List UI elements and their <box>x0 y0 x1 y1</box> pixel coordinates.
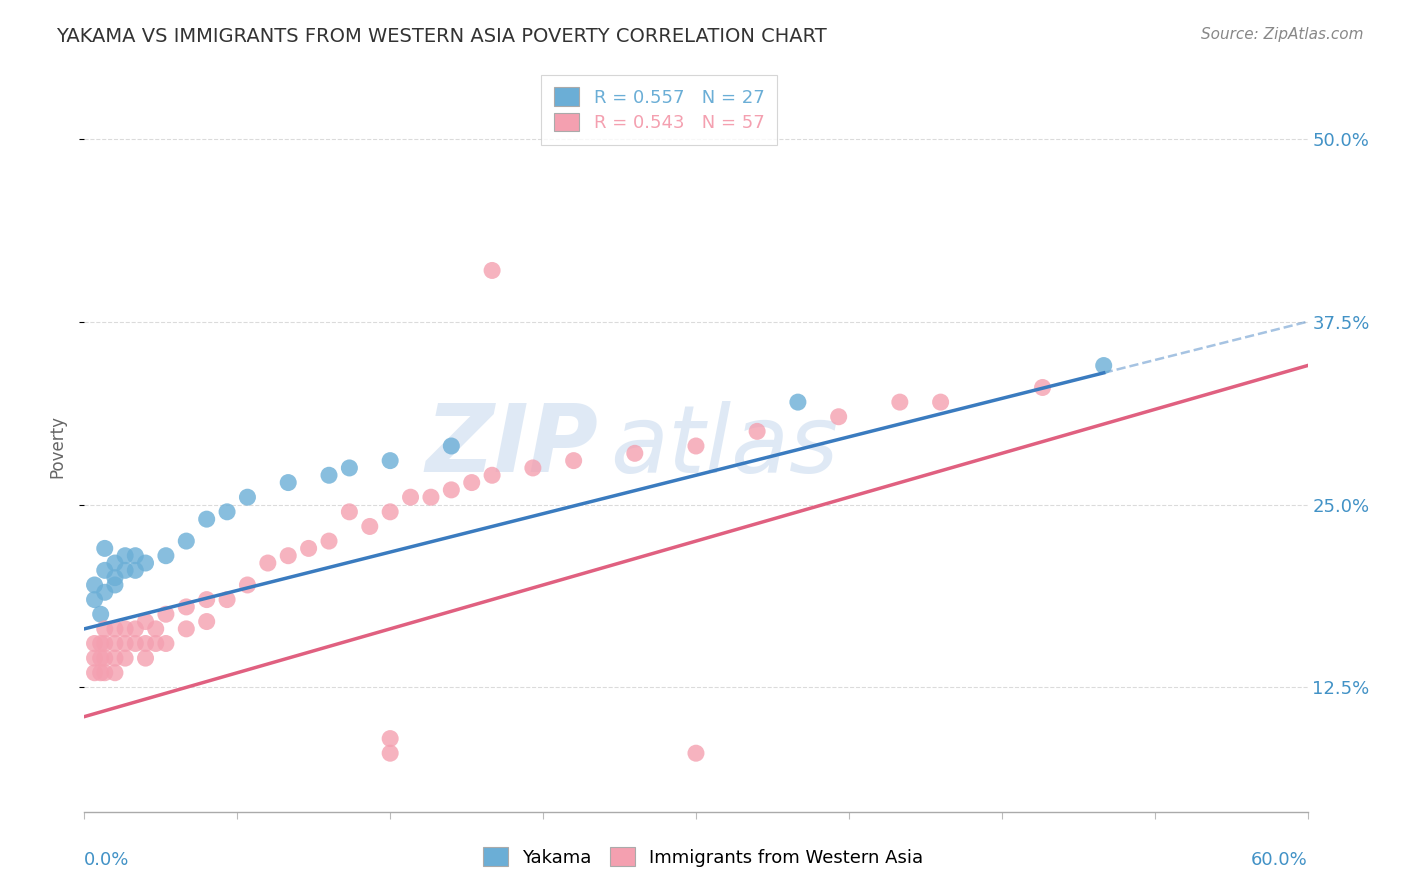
Point <box>277 549 299 563</box>
Point <box>747 425 769 439</box>
Point <box>420 490 443 504</box>
Text: ZIP: ZIP <box>425 400 598 492</box>
Point <box>399 490 422 504</box>
Point <box>93 636 115 650</box>
Point <box>217 592 239 607</box>
Point <box>83 636 105 650</box>
Point <box>624 446 647 460</box>
Point <box>380 505 402 519</box>
Point <box>195 615 218 629</box>
Point <box>104 571 127 585</box>
Point <box>1032 380 1054 394</box>
Point <box>562 453 585 467</box>
Point <box>195 512 218 526</box>
Point <box>440 439 463 453</box>
Point <box>685 746 707 760</box>
Point <box>359 519 381 533</box>
Point <box>145 636 167 650</box>
Text: YAKAMA VS IMMIGRANTS FROM WESTERN ASIA POVERTY CORRELATION CHART: YAKAMA VS IMMIGRANTS FROM WESTERN ASIA P… <box>56 27 827 45</box>
Point <box>236 578 259 592</box>
Point <box>124 636 146 650</box>
Y-axis label: Poverty: Poverty <box>48 415 66 477</box>
Point <box>104 578 127 592</box>
Point <box>217 505 239 519</box>
Point <box>93 622 115 636</box>
Point <box>93 651 115 665</box>
Point <box>104 556 127 570</box>
Point <box>1092 359 1115 373</box>
Point <box>174 534 197 549</box>
Point <box>90 665 112 680</box>
Text: Source: ZipAtlas.com: Source: ZipAtlas.com <box>1201 27 1364 42</box>
Legend: Yakama, Immigrants from Western Asia: Yakama, Immigrants from Western Asia <box>475 840 931 874</box>
Point <box>93 541 115 556</box>
Point <box>481 468 503 483</box>
Point <box>155 607 177 622</box>
Point <box>135 636 157 650</box>
Point <box>257 556 280 570</box>
Point <box>461 475 484 490</box>
Text: 0.0%: 0.0% <box>84 851 129 869</box>
Point <box>828 409 851 424</box>
Point <box>195 592 218 607</box>
Point <box>318 534 340 549</box>
Point <box>93 665 115 680</box>
Point <box>380 731 402 746</box>
Point <box>145 622 167 636</box>
Point <box>481 263 503 277</box>
Point <box>174 622 197 636</box>
Point <box>93 563 115 577</box>
Point <box>114 622 136 636</box>
Point <box>83 592 105 607</box>
Text: 60.0%: 60.0% <box>1251 851 1308 869</box>
Point <box>135 556 157 570</box>
Point <box>104 622 127 636</box>
Point <box>440 483 463 497</box>
Point <box>380 746 402 760</box>
Point <box>155 636 177 650</box>
Point <box>83 651 105 665</box>
Point <box>90 607 112 622</box>
Point <box>83 665 105 680</box>
Point <box>114 651 136 665</box>
Point <box>318 468 340 483</box>
Point <box>124 622 146 636</box>
Point <box>155 549 177 563</box>
Point <box>929 395 952 409</box>
Text: atlas: atlas <box>610 401 838 491</box>
Point <box>174 599 197 614</box>
Point <box>787 395 810 409</box>
Point <box>135 651 157 665</box>
Point <box>90 651 112 665</box>
Point <box>236 490 259 504</box>
Point <box>135 615 157 629</box>
Point <box>83 578 105 592</box>
Point <box>104 651 127 665</box>
Point <box>277 475 299 490</box>
Point <box>114 636 136 650</box>
Point <box>522 461 544 475</box>
Point <box>889 395 911 409</box>
Point <box>298 541 321 556</box>
Point <box>104 665 127 680</box>
Point <box>114 563 136 577</box>
Legend: R = 0.557   N = 27, R = 0.543   N = 57: R = 0.557 N = 27, R = 0.543 N = 57 <box>541 75 778 145</box>
Point <box>380 453 402 467</box>
Point <box>114 549 136 563</box>
Point <box>93 585 115 599</box>
Point <box>685 439 707 453</box>
Point <box>124 563 146 577</box>
Point <box>90 636 112 650</box>
Point <box>104 636 127 650</box>
Point <box>339 461 361 475</box>
Point <box>339 505 361 519</box>
Point <box>124 549 146 563</box>
